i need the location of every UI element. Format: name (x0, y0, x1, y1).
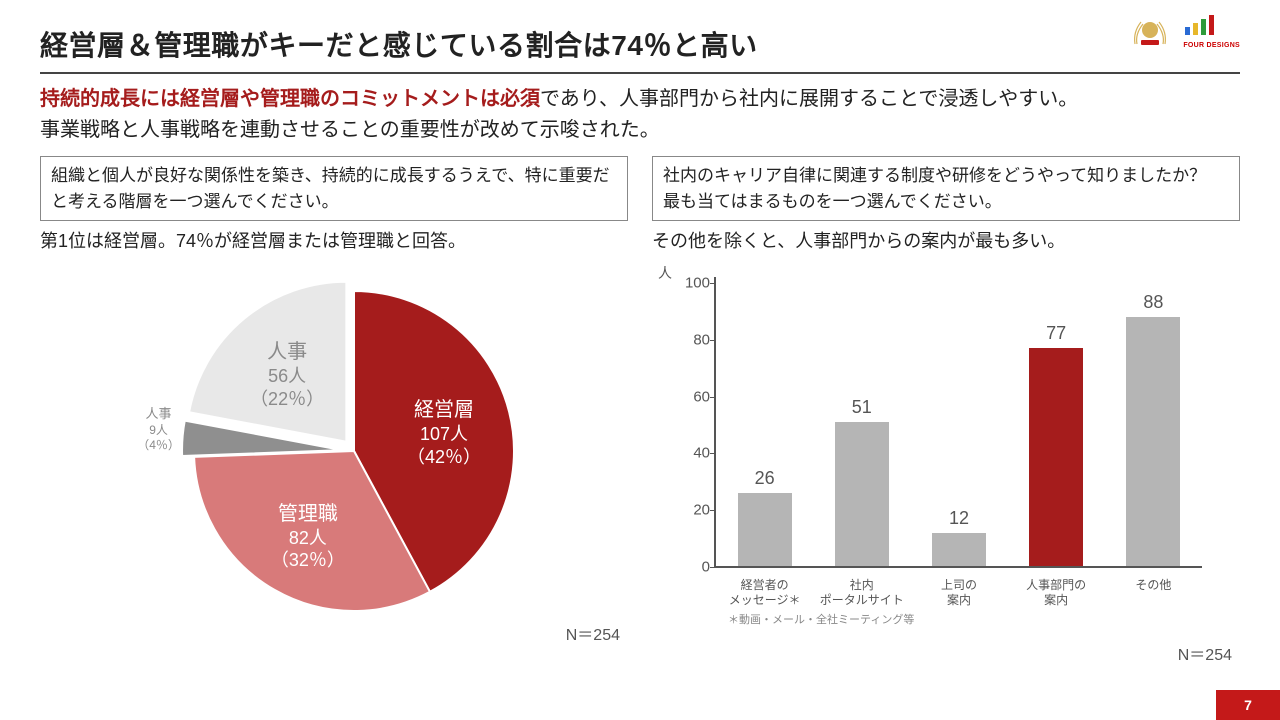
y-tick (710, 510, 716, 511)
pie-slice-label: 人事9人（4％） (99, 406, 219, 452)
pie-slice-label: 人事56人（22％） (227, 340, 347, 410)
bar-rect (738, 493, 792, 567)
bar-footnote: ＊動画・メール・全社ミーティング等 (728, 611, 914, 627)
y-tick-label: 60 (682, 388, 710, 405)
bar-rect (1126, 317, 1180, 567)
y-tick-label: 20 (682, 502, 710, 519)
y-tick (710, 283, 716, 284)
bar-rect (1029, 348, 1083, 567)
y-tick (710, 453, 716, 454)
y-tick-label: 0 (682, 559, 710, 576)
page-number: 7 (1216, 690, 1280, 720)
bar-item: 77 (1012, 283, 1099, 567)
pie-slice-label: 経営層107人（42％） (384, 398, 504, 468)
header-logos: FOUR DESIGNS (1129, 14, 1240, 50)
bar-x-label: 人事部門の案内 (1012, 578, 1099, 607)
left-lead: 第1位は経営層。74％が経営層または管理職と回答。 (40, 227, 628, 253)
right-lead: その他を除くと、人事部門からの案内が最も多い。 (652, 227, 1240, 253)
y-tick-label: 100 (682, 275, 710, 292)
page-title: 経営層＆管理職がキーだと感じている割合は74％と高い (40, 24, 1240, 64)
bar-value-label: 51 (852, 397, 872, 418)
bar-item: 51 (818, 283, 905, 567)
four-designs-logo: FOUR DESIGNS (1183, 15, 1240, 49)
pie-slice-label: 管理職82人（32％） (248, 502, 368, 572)
y-axis (714, 277, 716, 567)
left-question-box: 組織と個人が良好な関係性を築き、持続的に成長するうえで、特に重要だと考える階層を… (40, 156, 628, 221)
bar-x-label: 社内ポータルサイト (818, 578, 905, 607)
bar-item: 12 (915, 283, 1002, 567)
bar-rect (835, 422, 889, 567)
y-tick-label: 80 (682, 331, 710, 348)
y-tick (710, 340, 716, 341)
bar-value-label: 88 (1143, 292, 1163, 313)
bar-value-label: 12 (949, 508, 969, 529)
y-tick (710, 567, 716, 568)
right-question-box: 社内のキャリア自律に関連する制度や研修をどうやって知りましたか？ 最も当てはまる… (652, 156, 1240, 221)
y-tick-label: 40 (682, 445, 710, 462)
four-designs-label: FOUR DESIGNS (1183, 42, 1240, 49)
title-underline (40, 72, 1240, 74)
right-column: 社内のキャリア自律に関連する制度や研修をどうやって知りましたか？ 最も当てはまる… (652, 156, 1240, 665)
x-axis (714, 566, 1202, 568)
bar-chart: 人 26 51 12 77 88 0 20 40 60 80 100 経営者のメッセージ＊ 社内ポー… (652, 261, 1212, 641)
award-badge-icon (1129, 14, 1171, 50)
subtitle-emphasis: 持続的成長には経営層や管理職のコミットメントは必須 (40, 88, 540, 110)
bar-x-label: 上司の案内 (915, 578, 1002, 607)
subtitle: 持続的成長には経営層や管理職のコミットメントは必須であり、人事部門から社内に展開… (0, 72, 1280, 152)
bar-rect (932, 533, 986, 567)
bar-item: 88 (1110, 283, 1197, 567)
y-tick (710, 397, 716, 398)
left-column: 組織と個人が良好な関係性を築き、持続的に成長するうえで、特に重要だと考える階層を… (40, 156, 628, 665)
bar-x-label: その他 (1110, 578, 1197, 607)
bar-y-axis-label: 人 (658, 263, 672, 283)
pie-chart: 経営層107人（42％）管理職82人（32％）人事9人（4％）人事56人（22％… (104, 261, 564, 621)
right-n-note: N＝254 (652, 641, 1240, 665)
bar-x-label: 経営者のメッセージ＊ (721, 578, 808, 607)
bar-value-label: 77 (1046, 323, 1066, 344)
bar-item: 26 (721, 283, 808, 567)
bar-value-label: 26 (755, 468, 775, 489)
